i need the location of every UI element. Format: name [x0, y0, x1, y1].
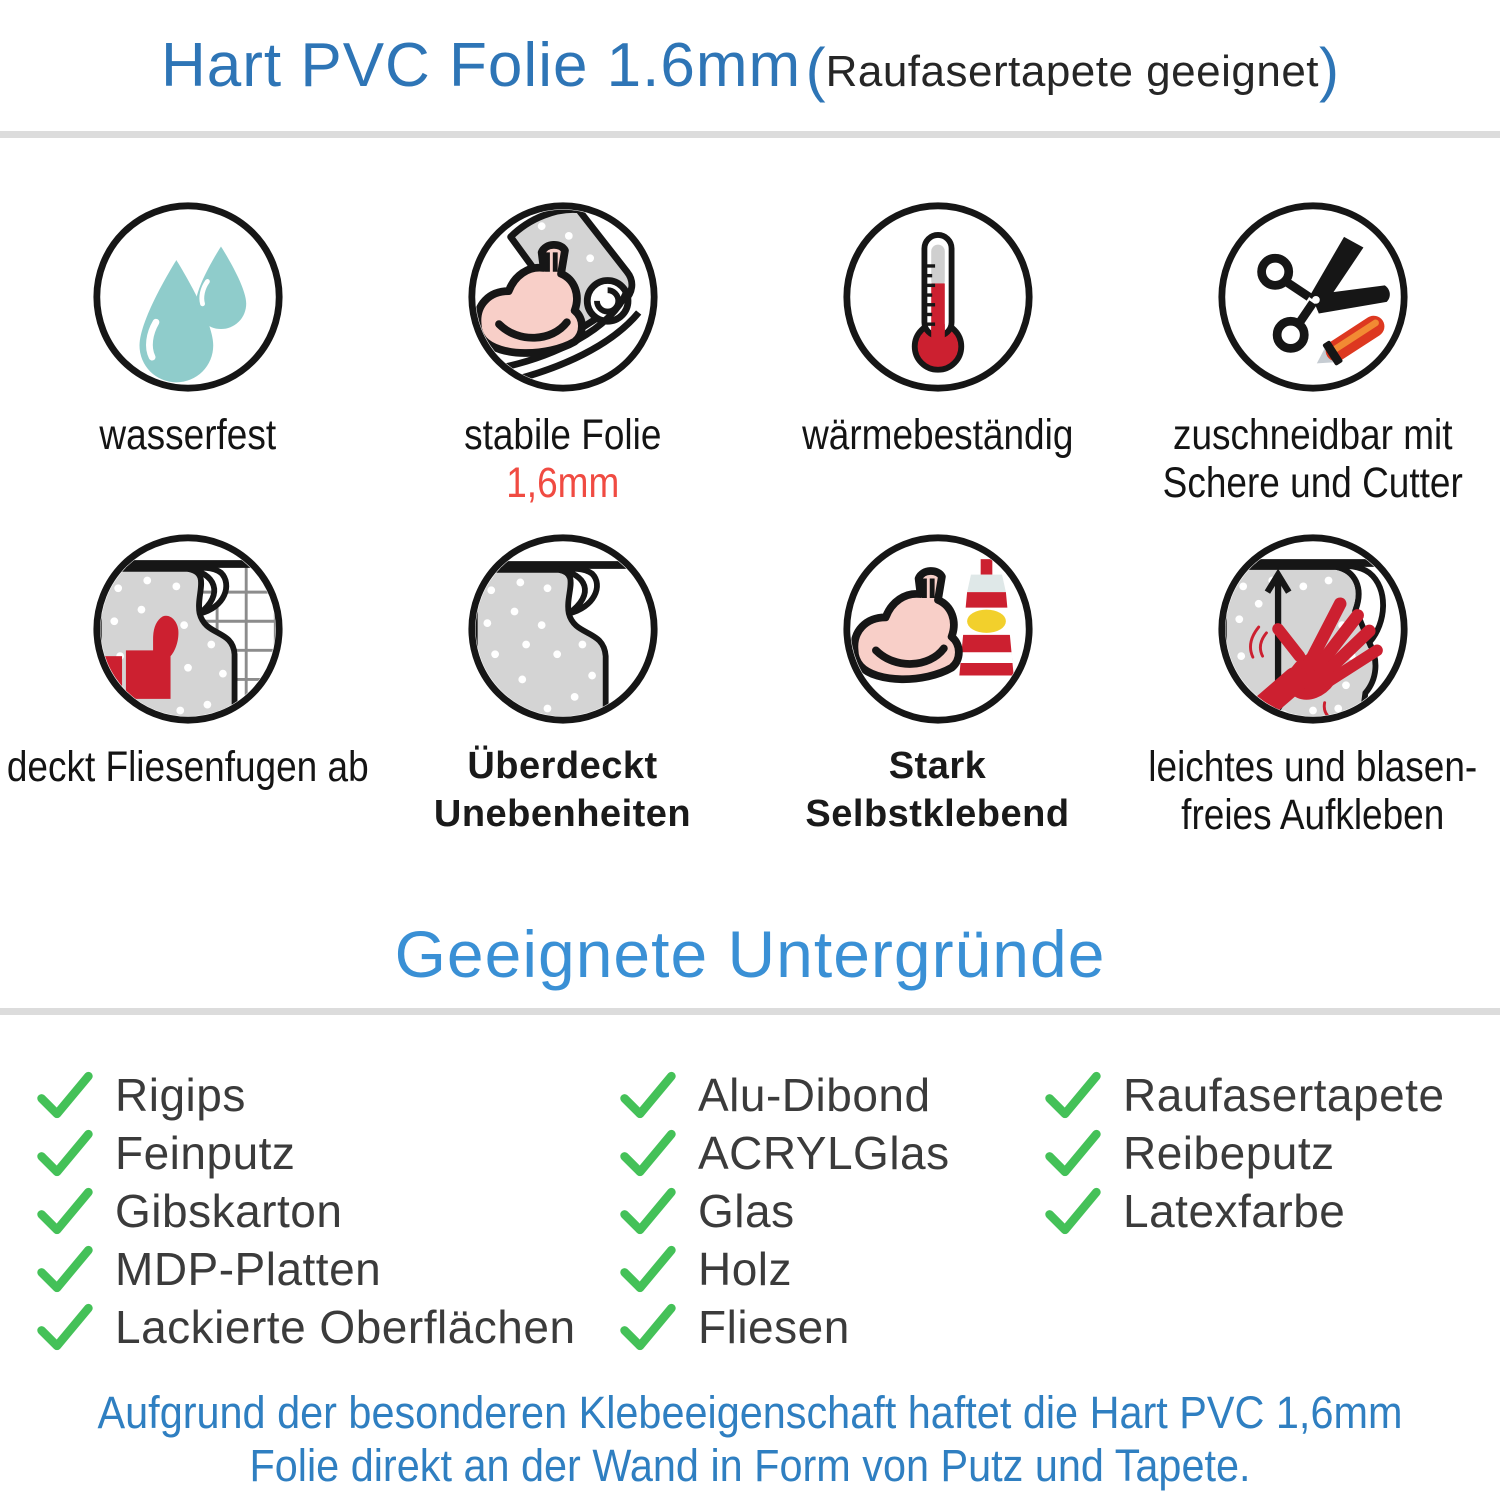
- check-icon: [620, 1071, 676, 1119]
- feature-heat-resistant: wärmebeständig: [750, 200, 1125, 507]
- feature-row-2: deckt Fliesenfugen ab: [0, 532, 1500, 839]
- check-icon: [37, 1187, 93, 1235]
- list-item: MDP-Platten: [35, 1240, 576, 1298]
- feature-covers-unevenness: Überdeckt Unebenheiten: [375, 532, 750, 839]
- check-icon: [1045, 1071, 1101, 1119]
- feature-label: wasserfest: [99, 411, 276, 459]
- divider-top: [0, 131, 1500, 138]
- feature-bubble-free: leichtes und blasen- freies Aufkleben: [1125, 532, 1500, 839]
- paren-close: ): [1319, 36, 1339, 103]
- adhesive-arm-icon: [842, 534, 1033, 724]
- list-item: Fliesen: [618, 1298, 950, 1356]
- check-icon: [620, 1303, 676, 1351]
- list-item: Gibskarton: [35, 1182, 576, 1240]
- divider-middle: [0, 1008, 1500, 1015]
- thickness-value: 1,6mm: [505, 459, 620, 508]
- feature-cuttable: zuschneidbar mit Schere und Cutter: [1125, 200, 1500, 507]
- check-icon: [1045, 1129, 1101, 1177]
- footer-note: Aufgrund der besonderen Klebeeigenschaft…: [0, 1386, 1500, 1492]
- list-item: ACRYLGlas: [618, 1124, 950, 1182]
- check-icon: [620, 1129, 676, 1177]
- cover-unevenness-icon: [467, 534, 658, 724]
- paren-label: Raufasertapete geeignet: [825, 47, 1320, 96]
- paren-open: (: [805, 36, 826, 103]
- water-drops-icon: [92, 202, 283, 392]
- section-title: Geeignete Untergründe: [394, 917, 1106, 991]
- thermometer-icon: [842, 202, 1033, 392]
- check-icon: [620, 1187, 676, 1235]
- feature-label: Überdeckt Unebenheiten: [433, 745, 692, 835]
- list-item: Reibeputz: [1043, 1124, 1445, 1182]
- check-icon: [1045, 1187, 1101, 1235]
- tile-joints-icon: [92, 534, 283, 724]
- list-item: Feinputz: [35, 1124, 576, 1182]
- list-item: Raufasertapete: [1043, 1066, 1445, 1124]
- product-title: Hart PVC Folie 1.6mm: [161, 31, 802, 100]
- feature-label: deckt Fliesenfugen ab: [6, 743, 369, 791]
- list-item: Alu-Dibond: [618, 1066, 950, 1124]
- feature-label: leichtes und blasen- freies Aufkleben: [1148, 743, 1477, 840]
- strong-foil-icon: [467, 202, 658, 392]
- scissors-cutter-icon: [1217, 202, 1408, 392]
- feature-waterproof: wasserfest: [0, 200, 375, 507]
- check-icon: [37, 1129, 93, 1177]
- check-icon: [37, 1245, 93, 1293]
- feature-label: wärmebeständig: [801, 411, 1074, 459]
- feature-label: stabile Folie 1,6mm: [353, 411, 772, 507]
- list-item: Latexfarbe: [1043, 1182, 1445, 1240]
- footer-line-2: Folie direkt an der Wand in Form von Put…: [249, 1440, 1251, 1492]
- check-icon: [620, 1245, 676, 1293]
- list-item: Glas: [618, 1182, 950, 1240]
- checklist-column-1: Rigips Feinputz Gibskarton MDP-Platten L…: [35, 1066, 576, 1356]
- feature-stable-foil: stabile Folie 1,6mm: [375, 200, 750, 507]
- list-item: Holz: [618, 1240, 950, 1298]
- checklist-column-2: Alu-Dibond ACRYLGlas Glas Holz Fliesen: [618, 1066, 950, 1356]
- feature-row-1: wasserfest: [0, 200, 1500, 507]
- feature-self-adhesive: Stark Selbstklebend: [750, 532, 1125, 839]
- checklist-column-3: Raufasertapete Reibeputz Latexfarbe: [1043, 1066, 1445, 1240]
- feature-label: zuschneidbar mit Schere und Cutter: [1162, 411, 1463, 508]
- footer-line-1: Aufgrund der besonderen Klebeeigenschaft…: [97, 1387, 1403, 1438]
- bubble-free-icon: [1217, 534, 1408, 724]
- list-item: Lackierte Oberflächen: [35, 1298, 576, 1356]
- list-item: Rigips: [35, 1066, 576, 1124]
- check-icon: [37, 1303, 93, 1351]
- check-icon: [37, 1071, 93, 1119]
- feature-covers-tile-joints: deckt Fliesenfugen ab: [0, 532, 375, 839]
- feature-label: Stark Selbstklebend: [805, 745, 1070, 835]
- page-title: Hart PVC Folie 1.6mm (Raufasertapete gee…: [0, 30, 1500, 104]
